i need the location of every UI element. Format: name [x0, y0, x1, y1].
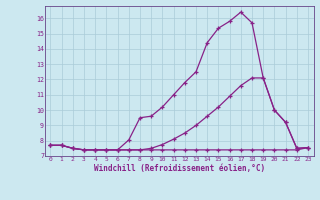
X-axis label: Windchill (Refroidissement éolien,°C): Windchill (Refroidissement éolien,°C): [94, 164, 265, 173]
